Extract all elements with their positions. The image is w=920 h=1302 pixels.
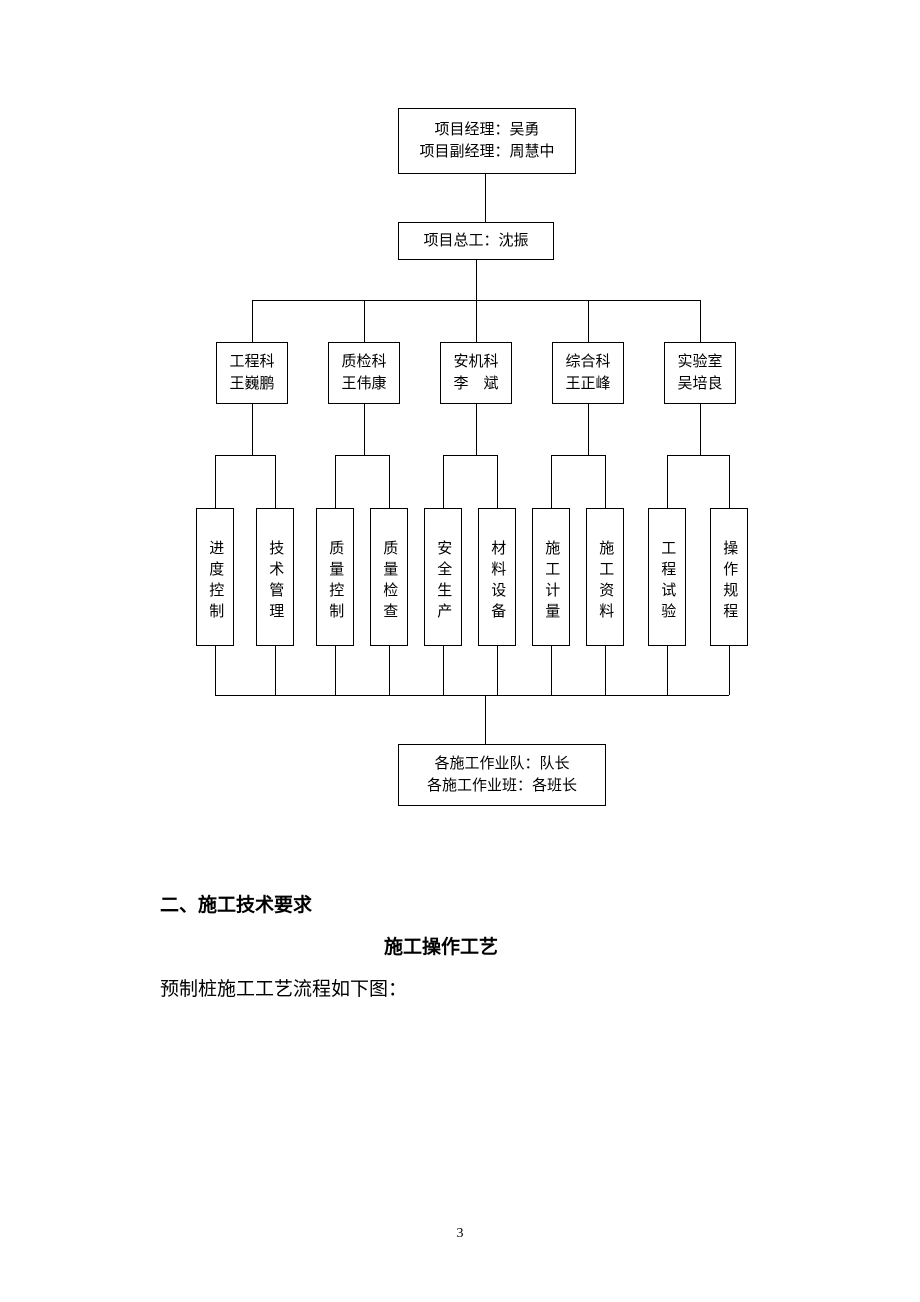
box-leaf-7: 施工资料 (586, 508, 624, 646)
connector-line (729, 646, 730, 695)
connector-line (215, 646, 216, 695)
connector-line (551, 455, 552, 508)
connector-line (497, 455, 498, 508)
connector-line (252, 300, 253, 342)
connector-line (215, 455, 216, 508)
box-dept-3: 综合科王正峰 (552, 342, 624, 404)
connector-line (215, 455, 275, 456)
box-leaf-6: 施工计量 (532, 508, 570, 646)
body-text: 预制桩施工工艺流程如下图： (160, 974, 407, 1001)
box-leaf-4: 安全生产 (424, 508, 462, 646)
connector-line (443, 646, 444, 695)
box-dept-4: 实验室吴培良 (664, 342, 736, 404)
connector-line (364, 300, 365, 342)
box-project-manager: 项目经理：吴勇项目副经理：周慧中 (398, 108, 576, 174)
page-number: 3 (0, 1226, 920, 1242)
org-chart: 项目经理：吴勇项目副经理：周慧中项目总工：沈振工程科王巍鹏质检科王伟康安机科李 … (0, 0, 920, 830)
box-leaf-0: 进度控制 (196, 508, 234, 646)
box-leaf-5: 材料设备 (478, 508, 516, 646)
connector-line (275, 646, 276, 695)
connector-line (476, 300, 477, 342)
connector-line (700, 300, 701, 342)
connector-line (485, 174, 486, 222)
connector-line (443, 455, 497, 456)
connector-line (605, 455, 606, 508)
box-dept-1: 质检科王伟康 (328, 342, 400, 404)
connector-line (335, 455, 389, 456)
connector-line (335, 455, 336, 508)
connector-line (729, 455, 730, 508)
connector-line (215, 695, 729, 696)
connector-line (389, 455, 390, 508)
connector-line (364, 404, 365, 455)
box-teams: 各施工作业队：队长各施工作业班：各班长 (398, 744, 606, 806)
box-leaf-9: 操作规程 (710, 508, 748, 646)
connector-line (476, 260, 477, 300)
connector-line (588, 300, 589, 342)
connector-line (588, 404, 589, 455)
connector-line (605, 646, 606, 695)
page: 项目经理：吴勇项目副经理：周慧中项目总工：沈振工程科王巍鹏质检科王伟康安机科李 … (0, 0, 920, 1302)
connector-line (551, 455, 605, 456)
connector-line (497, 646, 498, 695)
connector-line (667, 646, 668, 695)
connector-line (443, 455, 444, 508)
connector-line (275, 455, 276, 508)
connector-line (389, 646, 390, 695)
connector-line (335, 646, 336, 695)
box-leaf-1: 技术管理 (256, 508, 294, 646)
section-heading: 二、施工技术要求 (160, 890, 312, 917)
connector-line (551, 646, 552, 695)
connector-line (485, 695, 486, 744)
section-subtitle: 施工操作工艺 (384, 932, 498, 959)
connector-line (700, 404, 701, 455)
box-leaf-2: 质量控制 (316, 508, 354, 646)
box-leaf-3: 质量检查 (370, 508, 408, 646)
connector-line (667, 455, 729, 456)
box-dept-2: 安机科李 斌 (440, 342, 512, 404)
box-dept-0: 工程科王巍鹏 (216, 342, 288, 404)
box-chief-engineer: 项目总工：沈振 (398, 222, 554, 260)
connector-line (476, 404, 477, 455)
box-leaf-8: 工程试验 (648, 508, 686, 646)
connector-line (252, 404, 253, 455)
connector-line (667, 455, 668, 508)
